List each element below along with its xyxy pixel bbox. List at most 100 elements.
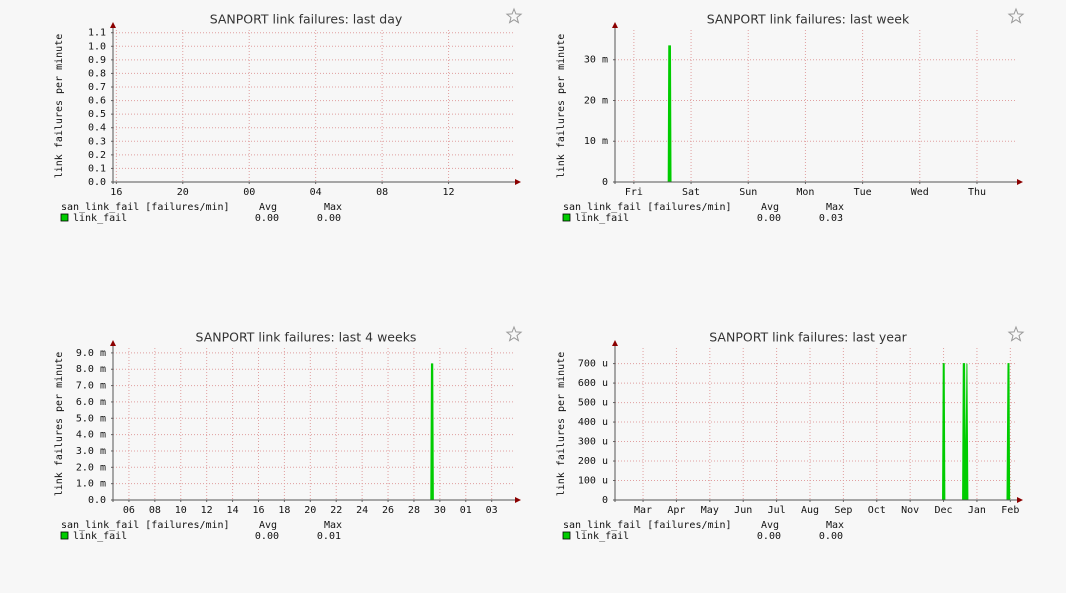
favorite-star[interactable]: [1007, 325, 1025, 342]
legend-swatch: [562, 531, 571, 540]
axis-arrow: [1017, 179, 1023, 185]
y-tick-label: 8.0 m: [76, 364, 106, 375]
graph-panel: SANPORT link failures: last 4 weeks link …: [54, 325, 523, 542]
axis-arrow: [612, 22, 618, 28]
legend-max: 0.03: [819, 213, 843, 224]
legend-column: Max: [826, 202, 844, 213]
x-tick-label: Sat: [682, 187, 700, 198]
axis-arrow: [1017, 497, 1023, 503]
x-tick-label: Sep: [834, 505, 852, 516]
x-tick-label: 08: [149, 505, 161, 516]
y-tick-label: 0.9: [88, 55, 106, 66]
x-tick-label: Thu: [968, 187, 986, 198]
chart-title: SANPORT link failures: last year: [709, 330, 907, 345]
x-tick-label: Fri: [625, 187, 643, 198]
x-tick-label: 08: [376, 187, 388, 198]
y-tick-label: 1.1: [88, 28, 106, 39]
y-tick-label: 9.0 m: [76, 348, 106, 359]
y-axis-title: link failures per minute: [54, 34, 65, 179]
y-tick-label: 600 u: [578, 378, 608, 389]
x-tick-label: Mar: [634, 505, 652, 516]
legend-swatch: [562, 213, 571, 222]
y-tick-label: 0: [602, 177, 608, 188]
axis-arrow: [515, 179, 521, 185]
legend-swatch: [60, 213, 69, 222]
axis-arrow: [515, 497, 521, 503]
x-tick-label: Aug: [801, 505, 819, 516]
y-tick-label: 400 u: [578, 417, 608, 428]
legend-avg: 0.00: [255, 531, 279, 542]
x-tick-label: 20: [304, 505, 316, 516]
y-tick-label: 0.3: [88, 136, 106, 147]
axis-arrow: [110, 22, 116, 28]
x-tick-label: Jan: [968, 505, 986, 516]
x-tick-label: 01: [460, 505, 472, 516]
legend-column: Max: [324, 202, 342, 213]
favorite-star[interactable]: [1007, 7, 1025, 24]
x-tick-label: 12: [443, 187, 455, 198]
area: [615, 363, 1017, 500]
x-tick-label: 30: [434, 505, 446, 516]
legend-swatch: [60, 531, 69, 540]
legend-max: 0.00: [819, 531, 843, 542]
favorite-star[interactable]: [505, 325, 523, 342]
legend-label: link_fail: [575, 213, 629, 224]
y-tick-label: 0.1: [88, 163, 106, 174]
chart-title: SANPORT link failures: last day: [210, 12, 403, 27]
x-tick-label: 03: [486, 505, 498, 516]
x-tick-label: Sun: [739, 187, 757, 198]
x-tick-label: 10: [175, 505, 187, 516]
x-tick-label: Jun: [734, 505, 752, 516]
x-tick-label: Feb: [1001, 505, 1019, 516]
y-tick-label: 0.0: [88, 495, 106, 506]
x-tick-label: 12: [201, 505, 213, 516]
line: [615, 363, 1017, 501]
legend-column: Max: [826, 520, 844, 531]
x-tick-label: May: [701, 505, 719, 516]
y-tick-label: 6.0 m: [76, 397, 106, 408]
x-tick-label: Mon: [796, 187, 814, 198]
x-tick-label: Tue: [854, 187, 872, 198]
line: [113, 363, 515, 501]
chart-title: SANPORT link failures: last week: [707, 12, 910, 27]
y-tick-label: 0.6: [88, 96, 106, 107]
x-tick-label: 24: [356, 505, 368, 516]
y-tick-label: 0.0: [88, 177, 106, 188]
favorite-star[interactable]: [505, 7, 523, 24]
y-tick-label: 0.2: [88, 150, 106, 161]
y-tick-label: 200 u: [578, 456, 608, 467]
y-tick-label: 300 u: [578, 437, 608, 448]
x-tick-label: Apr: [667, 505, 685, 516]
x-tick-label: Jul: [768, 505, 786, 516]
y-tick-label: 0: [602, 495, 608, 506]
x-tick-label: 16: [110, 187, 122, 198]
legend-title: san_link_fail [failures/min]: [563, 202, 732, 213]
y-tick-label: 0.7: [88, 82, 106, 93]
y-tick-label: 0.4: [88, 123, 106, 134]
chart-title: SANPORT link failures: last 4 weeks: [196, 330, 417, 345]
y-tick-label: 7.0 m: [76, 381, 106, 392]
y-tick-label: 20 m: [584, 95, 608, 106]
y-tick-label: 0.8: [88, 68, 106, 79]
x-tick-label: 22: [330, 505, 342, 516]
x-tick-label: Dec: [935, 505, 953, 516]
y-tick-label: 1.0 m: [76, 479, 106, 490]
y-tick-label: 500 u: [578, 398, 608, 409]
area: [615, 45, 1017, 182]
x-tick-label: 28: [408, 505, 420, 516]
legend-column: Max: [324, 520, 342, 531]
legend-title: san_link_fail [failures/min]: [563, 520, 732, 531]
x-tick-label: 20: [177, 187, 189, 198]
x-tick-label: Wed: [911, 187, 929, 198]
x-tick-label: 14: [227, 505, 239, 516]
x-tick-label: 16: [252, 505, 264, 516]
x-tick-label: Nov: [901, 505, 919, 516]
legend-max: 0.00: [317, 213, 341, 224]
line: [615, 45, 1017, 183]
x-tick-label: 18: [278, 505, 290, 516]
y-tick-label: 2.0 m: [76, 462, 106, 473]
legend-title: san_link_fail [failures/min]: [61, 520, 230, 531]
y-tick-label: 10 m: [584, 136, 608, 147]
y-axis-title: link failures per minute: [54, 352, 65, 497]
